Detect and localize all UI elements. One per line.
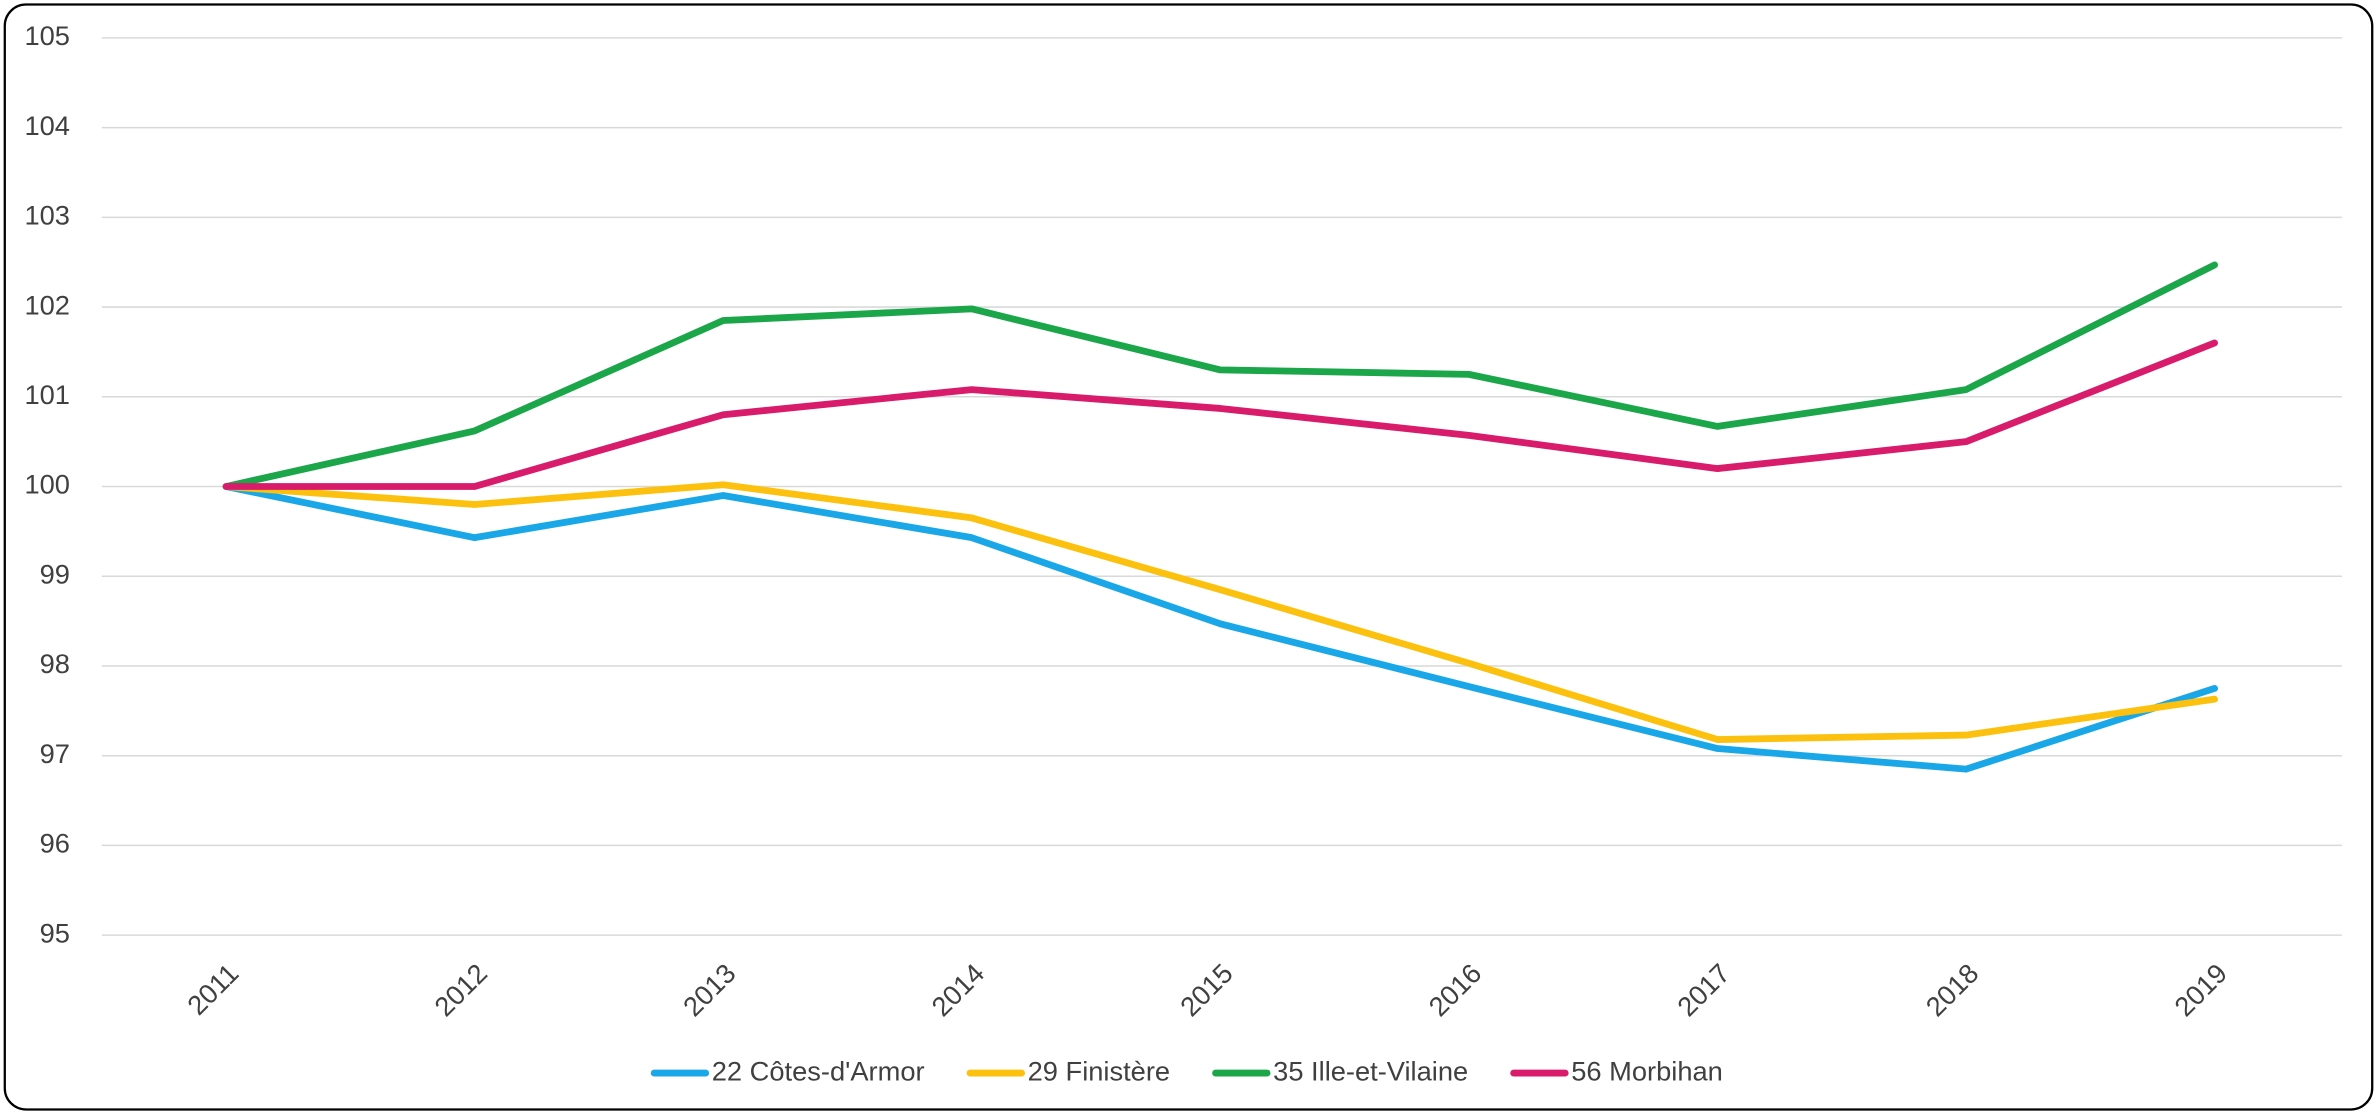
y-tick-label: 95 [40,917,70,948]
legend-label: 22 Côtes-d'Armor [712,1055,925,1086]
y-tick-label: 105 [24,20,70,51]
y-tick-label: 96 [40,828,70,859]
legend-label: 29 Finistère [1028,1055,1170,1086]
y-tick-label: 100 [24,469,70,500]
y-tick-label: 97 [40,738,70,769]
y-tick-label: 99 [40,558,70,589]
y-tick-label: 104 [24,110,70,141]
chart-border [3,3,2374,1111]
y-tick-label: 98 [40,648,70,679]
legend-label: 56 Morbihan [1571,1055,1723,1086]
series-line [222,483,2219,773]
series-line [222,481,2219,743]
y-tick-label: 102 [24,289,70,320]
series-line [222,339,2219,490]
series-line [222,261,2219,490]
legend-label: 35 Ille-et-Vilaine [1273,1055,1468,1086]
y-tick-label: 103 [24,200,70,231]
y-tick-label: 101 [24,379,70,410]
